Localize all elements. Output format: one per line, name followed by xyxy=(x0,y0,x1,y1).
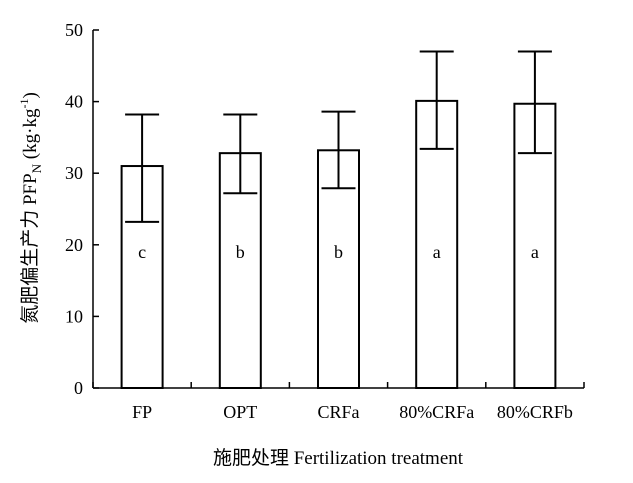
significance-letter: a xyxy=(531,242,539,262)
significance-letter: b xyxy=(334,242,343,262)
significance-letter: c xyxy=(138,242,146,262)
y-axis-title-unit-exponent: -1 xyxy=(17,99,31,109)
x-tick-label: FP xyxy=(132,402,152,422)
y-tick-label: 30 xyxy=(65,163,83,183)
x-tick-label: OPT xyxy=(223,402,257,422)
y-tick-label: 40 xyxy=(65,92,83,112)
y-tick-label: 0 xyxy=(74,378,83,398)
significance-letter: a xyxy=(433,242,441,262)
significance-letter: b xyxy=(236,242,245,262)
y-axis-title-unit: (kg·kg xyxy=(20,108,41,164)
y-axis-title-subscript: N xyxy=(29,163,44,173)
bar-CRFa xyxy=(317,149,360,389)
bar-FP xyxy=(120,165,164,389)
y-axis-title-main: 氮肥偏生产力 PFP xyxy=(19,173,41,323)
y-tick-label: 20 xyxy=(65,235,83,255)
x-tick-label: 80%CRFb xyxy=(497,402,573,422)
y-tick-label: 10 xyxy=(65,306,83,326)
x-tick-label: 80%CRFa xyxy=(399,402,474,422)
plot-area: 0 10 20 30 40 50 c FP b OPT b CRFa a 80%CRFa a 80%CRFb xyxy=(65,20,585,422)
x-axis-title: 施肥处理 Fertilization treatment xyxy=(213,447,464,469)
y-tick-label: 50 xyxy=(65,20,83,40)
y-axis-title-unit-close: ) xyxy=(20,92,41,98)
y-axis-title: 氮肥偏生产力 PFPN (kg·kg-1) xyxy=(17,92,44,324)
x-tick-label: CRFa xyxy=(317,402,359,422)
